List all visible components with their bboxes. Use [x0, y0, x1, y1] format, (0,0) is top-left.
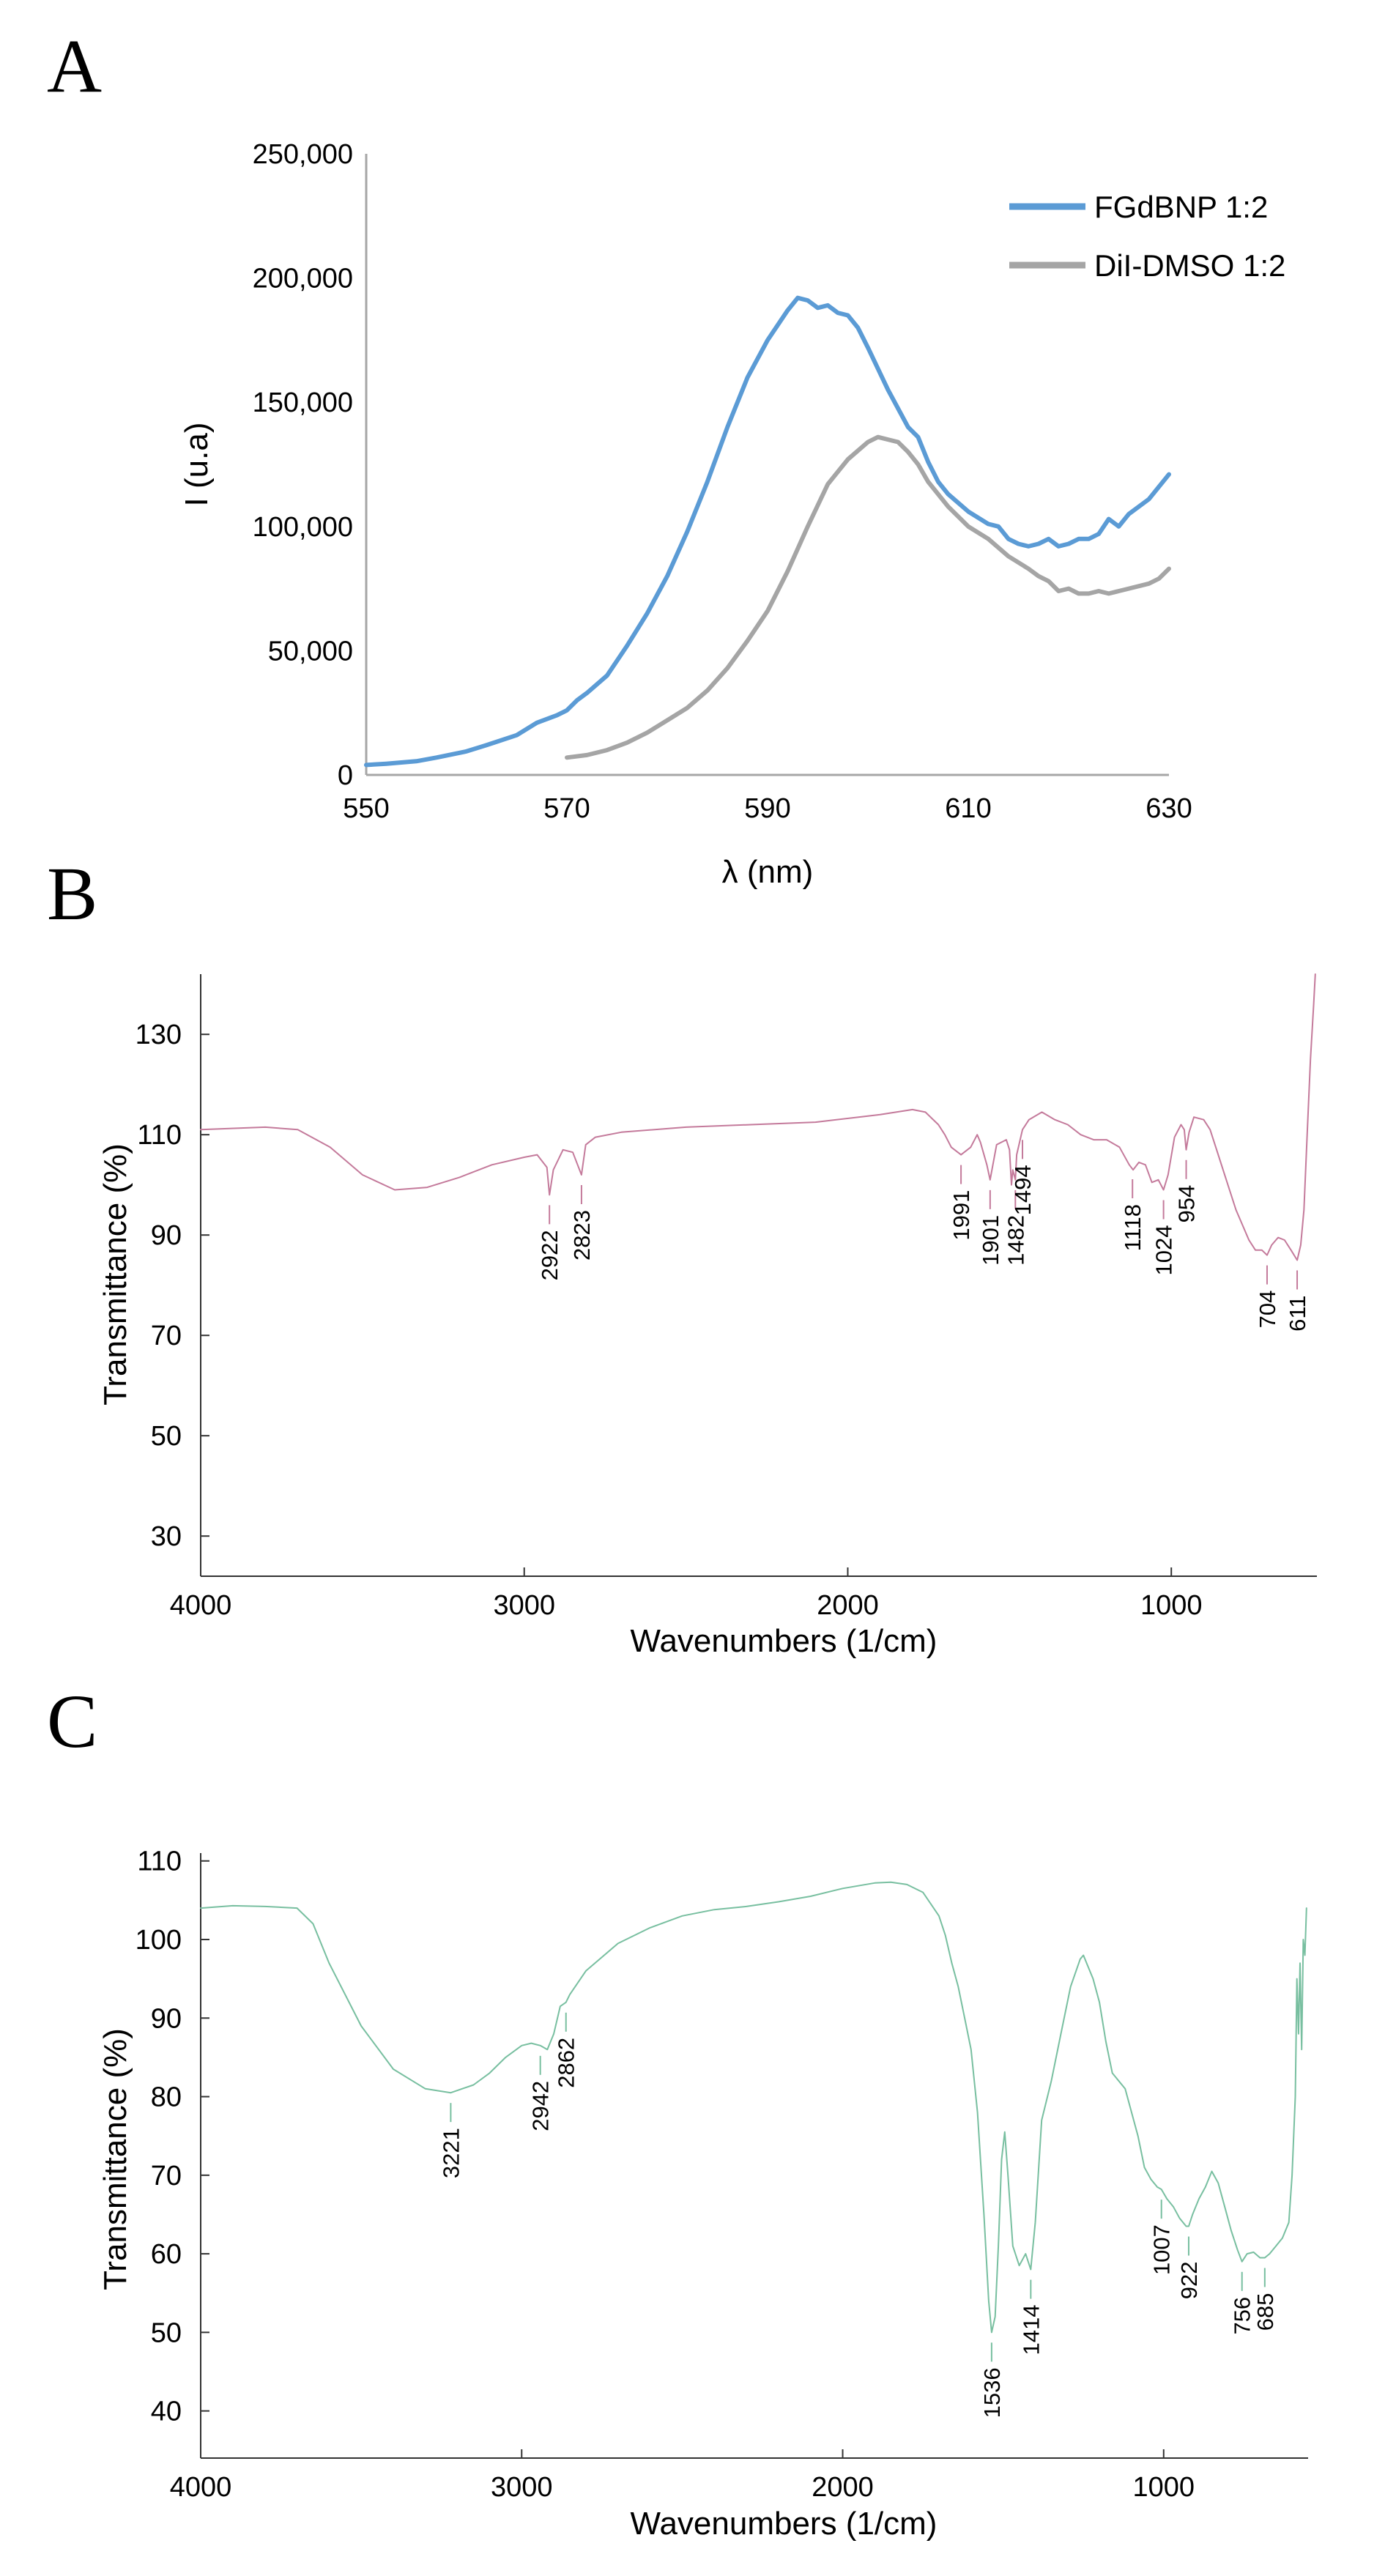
peak-label: 3221	[438, 2128, 464, 2178]
chart-a-legend: FGdBNP 1:2 DiI-DMSO 1:2	[1009, 190, 1285, 283]
panel-letter-b: B	[47, 852, 97, 936]
series-line-a-0	[364, 295, 1171, 768]
y-tick-label: 60	[151, 2239, 182, 2270]
y-tick-label: 130	[135, 1020, 182, 1050]
legend-label-dil-dmso: DiI-DMSO 1:2	[1094, 248, 1285, 283]
y-tick-label: 70	[151, 1321, 182, 1351]
x-tick-label: 590	[744, 793, 790, 824]
peak-label: 2823	[569, 1210, 595, 1261]
peak-label: 922	[1176, 2262, 1202, 2300]
y-tick-label: 0	[338, 760, 353, 791]
series-line-c-0	[200, 1881, 1307, 2334]
peak-label: 756	[1230, 2297, 1255, 2335]
y-tick-label: 250,000	[253, 139, 353, 170]
y-tick-label: 30	[151, 1521, 182, 1552]
x-tick-label: 4000	[170, 2472, 232, 2503]
peak-label: 611	[1285, 1295, 1310, 1331]
peak-label: 2862	[554, 2038, 579, 2088]
x-tick-label: 570	[543, 793, 590, 824]
peak-label: 2942	[528, 2081, 554, 2131]
peak-label: 1482	[1003, 1215, 1028, 1266]
peak-label: 1991	[948, 1190, 974, 1241]
chart-c-x-axis-title: Wavenumbers (1/cm)	[631, 2506, 938, 2542]
y-tick-label: 110	[137, 1846, 182, 1877]
y-tick-label: 110	[137, 1120, 182, 1151]
y-tick-label: 100,000	[253, 512, 353, 543]
peak-label: 1118	[1120, 1204, 1146, 1251]
peak-label: 1007	[1149, 2224, 1175, 2275]
panel-letter-a: A	[47, 24, 102, 108]
y-tick-label: 100	[135, 1925, 182, 1956]
chart-b-ir-spectrum: 4000 3000 2000 1000 30 50 70 90 110 130 2922 2823…	[97, 973, 1317, 1659]
y-tick-label: 90	[151, 1220, 182, 1251]
peak-label: 1536	[979, 2367, 1005, 2418]
panel-letter-c: C	[47, 1679, 97, 1764]
peak-label: 2922	[537, 1230, 563, 1280]
peak-label: 1901	[978, 1215, 1003, 1266]
peak-label: 1024	[1151, 1225, 1177, 1276]
peak-label: 1414	[1018, 2305, 1044, 2356]
y-tick-label: 50	[151, 2317, 182, 2348]
x-tick-label: 1000	[1133, 2472, 1195, 2503]
y-tick-label: 80	[151, 2082, 182, 2113]
chart-a-x-axis-title: λ (nm)	[722, 854, 814, 890]
x-tick-label: 1000	[1140, 1590, 1203, 1621]
series-line-a-1	[565, 434, 1171, 760]
y-tick-label: 50	[151, 1421, 182, 1452]
x-tick-label: 3000	[493, 1590, 555, 1621]
chart-c-ir-spectrum: 4000 3000 2000 1000 40 50 60 70 80 90 100 110 3221…	[97, 1846, 1308, 2542]
chart-b-y-axis-title: Transmittance (%)	[97, 1143, 133, 1406]
x-tick-label: 2000	[817, 1590, 879, 1621]
peak-label: 954	[1174, 1185, 1200, 1223]
x-tick-label: 3000	[491, 2472, 553, 2503]
y-tick-label: 50,000	[268, 636, 353, 667]
x-tick-label: 630	[1146, 793, 1192, 824]
peak-label: 704	[1255, 1291, 1280, 1329]
x-tick-label: 2000	[812, 2472, 874, 2503]
chart-a-emission-spectrum: 550 570 590 610 630 0 50,000 100,000 150,000 200…	[179, 139, 1285, 890]
x-tick-label: 610	[945, 793, 991, 824]
y-tick-label: 90	[151, 2003, 182, 2034]
series-line-b-0	[200, 973, 1316, 1261]
y-tick-label: 70	[151, 2161, 182, 2191]
peak-label: 685	[1252, 2293, 1278, 2331]
chart-c-y-axis-title: Transmittance (%)	[97, 2028, 133, 2290]
y-tick-label: 150,000	[253, 387, 353, 418]
x-tick-label: 4000	[170, 1590, 232, 1621]
y-tick-label: 200,000	[253, 264, 353, 294]
legend-label-fgdbnp: FGdBNP 1:2	[1094, 190, 1268, 224]
chart-b-x-axis-title: Wavenumbers (1/cm)	[631, 1623, 938, 1659]
y-tick-label: 40	[151, 2397, 182, 2427]
x-tick-label: 550	[343, 793, 389, 824]
chart-a-y-axis-title: I (u.a)	[179, 423, 215, 507]
peak-label: 1494	[1010, 1165, 1036, 1215]
